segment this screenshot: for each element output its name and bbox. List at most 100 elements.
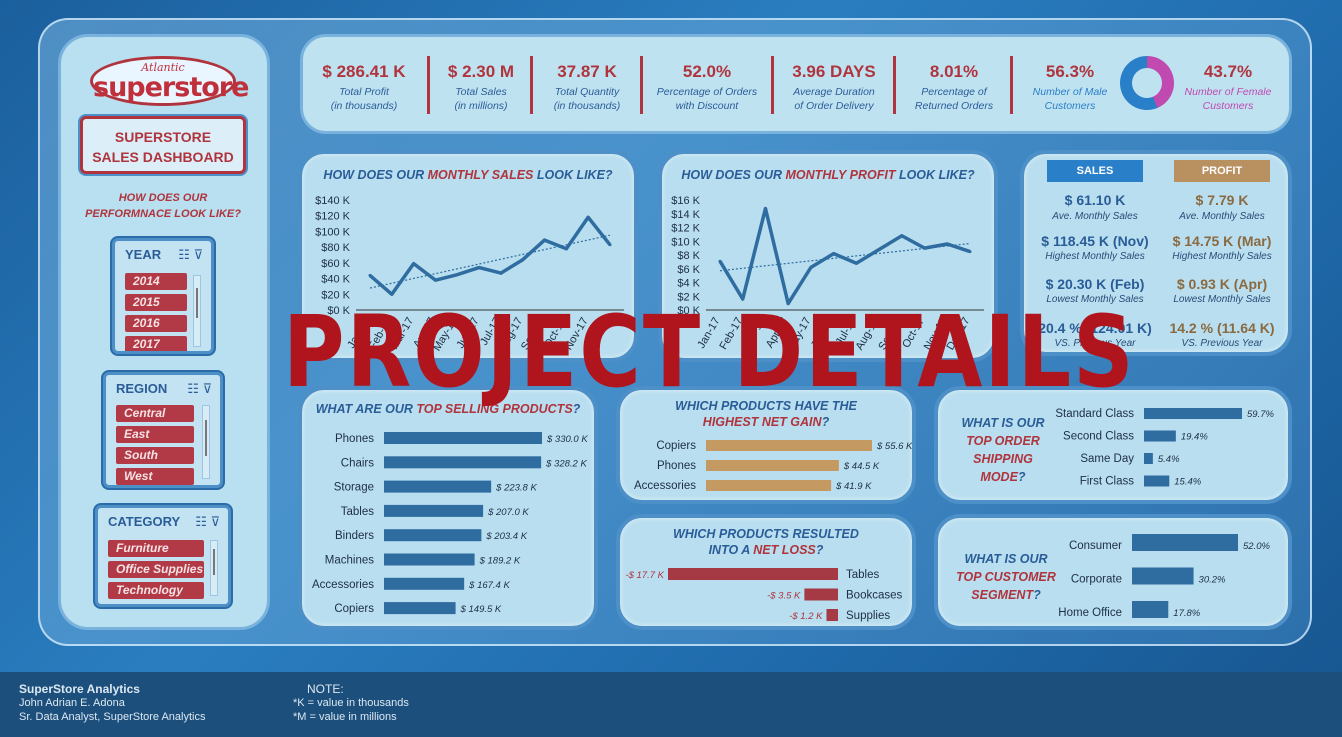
kpi-value: 43.7% [1203,62,1253,81]
data-label: 59.7% [1247,409,1274,420]
sales-low-label: Lowest Monthly Sales [1046,294,1144,305]
slicer-item-office-supplies[interactable]: Office Supplies [108,561,204,578]
data-label: $ 189.2 K [479,556,521,567]
kpi-delivery-duration: 3.96 DAYS Average Duration of Order Deli… [778,62,890,113]
footer-credits: SuperStore Analytics John Adrian E. Adon… [19,682,205,724]
slicer-item-west[interactable]: West [116,468,194,485]
kpi-value: 52.0% [682,62,732,81]
performance-question-line1: HOW DOES OUR [118,192,208,204]
monthly-profit-line-chart: $16 K $14 K $12 K$10 K $8 K $6 K $4 K$2 K $0 K… [671,195,984,353]
clear-filter-icon[interactable]: ⊽ [202,381,212,396]
data-label: 30.2% [1199,575,1226,586]
logo-main-text: superstore [93,72,249,103]
data-point [521,258,525,262]
category-slicer-scrollbar[interactable] [210,540,218,596]
kpi-label-1: Total Quantity [554,86,620,98]
net-loss-title: WHICH PRODUCTS RESULTED INTO A NET LOSS? [620,526,912,558]
title-part: INTO A [708,543,754,557]
series-line [718,206,971,306]
clear-filter-icon[interactable]: ⊽ [193,247,203,262]
segment-question: WHAT IS OUR TOP CUSTOMER SEGMENT? [948,550,1064,604]
data-label: 52.0% [1243,541,1270,552]
y-tick-label: $40 K [321,274,350,286]
kpi-value: 37.87 K [557,62,617,81]
bar [384,432,542,444]
year-slicer-scrollbar[interactable] [193,275,201,347]
slicer-item-technology[interactable]: Technology [108,582,204,599]
data-point [433,278,437,282]
data-point [477,266,481,270]
monthly-profit-title: HOW DOES OUR MONTHLY PROFIT LOOK LIKE? [662,168,994,182]
profit-vs-label: VS. Previous Year [1181,338,1263,349]
bar [384,529,482,542]
category-label: Accessories [634,480,696,492]
gender-donut-chart [1120,56,1174,110]
slicer-item-east[interactable]: East [116,426,194,443]
kpi-returned-orders: 8.01% Percentage of Returned Orders [900,62,1008,113]
category-label: Storage [334,482,374,494]
shipping-question: WHAT IS OUR TOP ORDER SHIPPING MODE? [948,414,1058,486]
kpi-label-1: Percentage of [921,86,987,98]
monthly-sales-panel: HOW DOES OUR MONTHLY SALES LOOK LIKE? $1… [298,150,638,362]
data-point [586,215,590,219]
slicer-item-2015[interactable]: 2015 [125,294,187,311]
slicer-item-furniture[interactable]: Furniture [108,540,204,557]
sales-low-value: $ 20.30 K (Feb) [1045,276,1145,292]
slicer-item-south[interactable]: South [116,447,194,464]
net-gain-bar-chart: Copiers $ 55.6 K Phones $ 44.5 K Accessories… [634,440,912,492]
footer-role: Sr. Data Analyst, SuperStore Analytics [19,711,206,723]
y-tick-label: $10 K [671,236,700,248]
question-line: WHAT IS OUR [964,552,1048,566]
title-highlight: TOP SELLING PRODUCTS [416,402,573,416]
shipping-panel: WHAT IS OUR TOP ORDER SHIPPING MODE? Sta… [934,386,1292,504]
y-tick-label: $6 K [677,264,700,276]
y-tick-label: $16 K [671,195,700,207]
category-label: Home Office [1058,607,1122,619]
kpi-total-quantity: 37.87 K Total Quantity (in thousands) [540,62,634,113]
footer: SuperStore Analytics John Adrian E. Adon… [0,672,1342,737]
slicer-item-2014[interactable]: 2014 [125,273,187,290]
kpi-orders-with-discount: 52.0% Percentage of Orders with Discount [645,62,769,113]
slicer-item-central[interactable]: Central [116,405,194,422]
data-point [809,265,813,269]
dashboard-title-line2: SALES DASHBOARD [92,149,234,165]
slicer-item-2016[interactable]: 2016 [125,315,187,332]
sales-avg-label: Ave. Monthly Sales [1052,211,1138,222]
data-label: 5.4% [1158,454,1180,465]
kpi-label-1: Number of Female [1184,86,1272,98]
monthly-profit-panel: HOW DOES OUR MONTHLY PROFIT LOOK LIKE? $… [658,150,998,362]
data-label: -$ 3.5 K [767,591,801,602]
segment-panel: WHAT IS OUR TOP CUSTOMER SEGMENT? Consum… [934,514,1292,630]
data-point [455,273,459,277]
data-point [900,234,904,238]
title-highlight: HIGHEST NET GAIN [702,415,822,429]
data-point [786,302,790,306]
title-part: WHAT ARE OUR [315,402,417,416]
bar [384,456,542,469]
bar [384,577,465,590]
footer-note-title: NOTE: [307,682,344,696]
region-slicer-scrollbar[interactable] [202,405,210,479]
multi-select-icon[interactable]: ☷ [178,247,190,262]
kpi-label-2: (in thousands) [553,100,621,112]
category-label: Second Class [1063,431,1134,443]
bar [668,568,838,580]
title-highlight: MONTHLY PROFIT [785,168,896,182]
top-products-bar-chart: Phones $ 330.0 K Chairs $ 328.2 K Storage $ 2… [312,432,588,615]
clear-filter-icon[interactable]: ⊽ [210,514,220,529]
summary-panel [1020,150,1292,356]
bar [706,460,839,471]
category-label: Copiers [656,440,696,452]
slicer-item-2017[interactable]: 2017 [125,336,187,351]
question-highlight: MODE [980,470,1018,484]
data-label: $ 55.6 K [876,441,912,452]
category-slicer: CATEGORY ☷ ⊽ Furniture Office Supplies T… [95,505,231,607]
data-point [718,259,722,263]
multi-select-icon[interactable]: ☷ [195,514,207,529]
title-part: ? [821,415,830,429]
data-label: $ 44.5 K [843,461,880,472]
title-part: HOW DOES OUR [323,168,428,182]
multi-select-icon[interactable]: ☷ [187,381,199,396]
bar [826,609,838,621]
shipping-bar-chart: Standard Class 59.7% Second Class 19.4% Same… [1055,408,1274,488]
